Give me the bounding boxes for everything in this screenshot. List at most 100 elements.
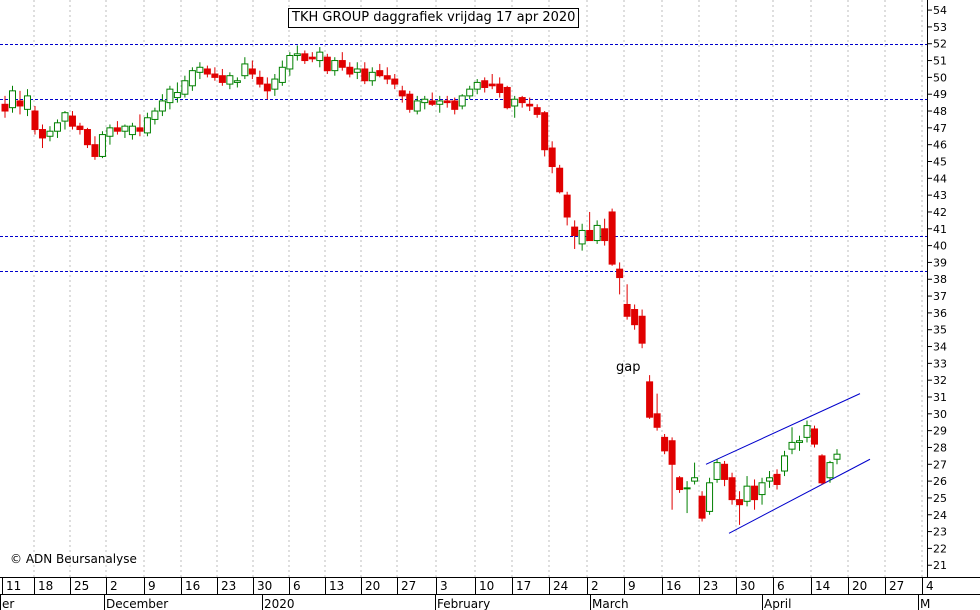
x-tick-label-14: 17 bbox=[516, 579, 531, 593]
candle-body-90 bbox=[676, 477, 684, 491]
candle-body-2 bbox=[16, 100, 24, 107]
candle-body-6 bbox=[46, 130, 54, 137]
candle-body-68 bbox=[511, 98, 519, 107]
candle-body-16 bbox=[121, 125, 129, 132]
candle-body-62 bbox=[466, 88, 474, 97]
candle-body-29 bbox=[218, 75, 226, 83]
x-tick-label-5: 16 bbox=[185, 579, 200, 593]
candle-body-30 bbox=[226, 75, 234, 85]
chart-title: TKH GROUP daggrafiek vrijdag 17 apr 2020 bbox=[288, 8, 580, 28]
candle-body-41 bbox=[308, 56, 316, 60]
candle-body-78 bbox=[586, 229, 594, 242]
candle-body-70 bbox=[526, 103, 534, 107]
y-tick-label-38: 38 bbox=[933, 273, 947, 286]
candle-body-56 bbox=[421, 98, 429, 104]
candle-body-85 bbox=[638, 315, 646, 344]
candle-body-88 bbox=[661, 436, 669, 452]
candle-body-1 bbox=[8, 90, 16, 109]
y-tick-label-30: 30 bbox=[933, 408, 947, 421]
candle-body-95 bbox=[713, 462, 721, 480]
candle-body-3 bbox=[23, 95, 31, 110]
candle-body-84 bbox=[631, 309, 639, 326]
x-tick-label-12: 3 bbox=[440, 579, 448, 593]
y-tick-label-41: 41 bbox=[933, 223, 947, 236]
candle-body-105 bbox=[788, 441, 796, 450]
candle-body-0 bbox=[1, 103, 9, 112]
x-tick-label-8: 6 bbox=[293, 579, 301, 593]
x-tick-label-21: 6 bbox=[777, 579, 785, 593]
candle-body-106 bbox=[796, 440, 804, 443]
y-tick-label-51: 51 bbox=[933, 55, 947, 68]
y-tick-label-39: 39 bbox=[933, 256, 947, 269]
x-tick-label-13: 10 bbox=[479, 579, 494, 593]
candle-body-101 bbox=[758, 482, 766, 496]
copyright-label: © ADN Beursanalyse bbox=[10, 552, 137, 566]
candle-body-100 bbox=[751, 485, 759, 501]
candle-body-79 bbox=[593, 224, 601, 242]
candle-body-8 bbox=[61, 112, 69, 122]
candle-body-50 bbox=[376, 70, 384, 77]
candle-body-108 bbox=[811, 428, 819, 445]
candle-body-13 bbox=[98, 134, 106, 157]
candle-body-48 bbox=[361, 68, 369, 82]
y-tick-label-49: 49 bbox=[933, 88, 947, 101]
candle-body-92 bbox=[691, 477, 699, 482]
month-label-3: February bbox=[437, 597, 490, 610]
candle-body-93 bbox=[698, 495, 706, 519]
x-tick-label-7: 30 bbox=[257, 579, 272, 593]
x-tick-label-24: 27 bbox=[889, 579, 904, 593]
y-tick-label-44: 44 bbox=[933, 172, 947, 185]
candle-body-49 bbox=[368, 71, 376, 82]
candle-body-72 bbox=[541, 112, 549, 151]
axes bbox=[0, 0, 980, 595]
candle-body-4 bbox=[31, 110, 39, 131]
candle-body-73 bbox=[548, 147, 556, 168]
y-tick-label-23: 23 bbox=[933, 526, 947, 539]
candle-body-107 bbox=[803, 425, 811, 438]
candle-body-77 bbox=[578, 229, 586, 245]
channel-line-0 bbox=[705, 393, 861, 465]
x-tick-label-6: 23 bbox=[221, 579, 236, 593]
month-label-1: December bbox=[106, 597, 168, 610]
y-tick-label-21: 21 bbox=[933, 559, 947, 572]
x-tick-label-1: 18 bbox=[38, 579, 53, 593]
candle-body-43 bbox=[323, 56, 331, 72]
month-label-2: 2020 bbox=[264, 597, 295, 610]
candle-body-96 bbox=[721, 463, 729, 480]
y-tick-label-52: 52 bbox=[933, 38, 947, 51]
candle-body-x1 bbox=[833, 453, 841, 460]
candle-body-44 bbox=[331, 60, 339, 72]
trend-channel bbox=[705, 393, 871, 534]
y-tick-label-42: 42 bbox=[933, 206, 947, 219]
candle-body-40 bbox=[301, 53, 309, 62]
y-tick-label-27: 27 bbox=[933, 458, 947, 471]
candle-body-46 bbox=[346, 66, 354, 75]
candle-body-42 bbox=[316, 51, 324, 62]
candle-body-5 bbox=[38, 129, 46, 139]
y-tick-label-28: 28 bbox=[933, 441, 947, 454]
y-tick-label-34: 34 bbox=[933, 341, 947, 354]
x-tick-label-17: 9 bbox=[628, 579, 636, 593]
month-label-0: er bbox=[2, 597, 14, 610]
gap-annotation: gap bbox=[616, 360, 641, 375]
x-tick-label-4: 9 bbox=[148, 579, 156, 593]
x-tick-label-25: 4 bbox=[926, 579, 934, 593]
candle-body-53 bbox=[398, 90, 406, 97]
candle-body-11 bbox=[83, 129, 91, 146]
y-tick-label-47: 47 bbox=[933, 122, 947, 135]
candle-body-34 bbox=[256, 76, 264, 85]
candle-body-98 bbox=[736, 499, 744, 506]
candle-body-7 bbox=[53, 122, 61, 132]
y-tick-label-36: 36 bbox=[933, 307, 947, 320]
month-label-4: March bbox=[592, 597, 629, 610]
candle-body-17 bbox=[128, 125, 136, 136]
y-tick-label-22: 22 bbox=[933, 542, 947, 555]
channel-line-1 bbox=[728, 458, 871, 534]
candle-body-28 bbox=[211, 73, 219, 78]
y-tick-label-53: 53 bbox=[933, 21, 947, 34]
candle-body-19 bbox=[143, 117, 151, 134]
y-tick-label-29: 29 bbox=[933, 425, 947, 438]
candle-body-109 bbox=[818, 455, 826, 484]
candle-body-25 bbox=[188, 70, 196, 87]
y-tick-label-37: 37 bbox=[933, 290, 947, 303]
